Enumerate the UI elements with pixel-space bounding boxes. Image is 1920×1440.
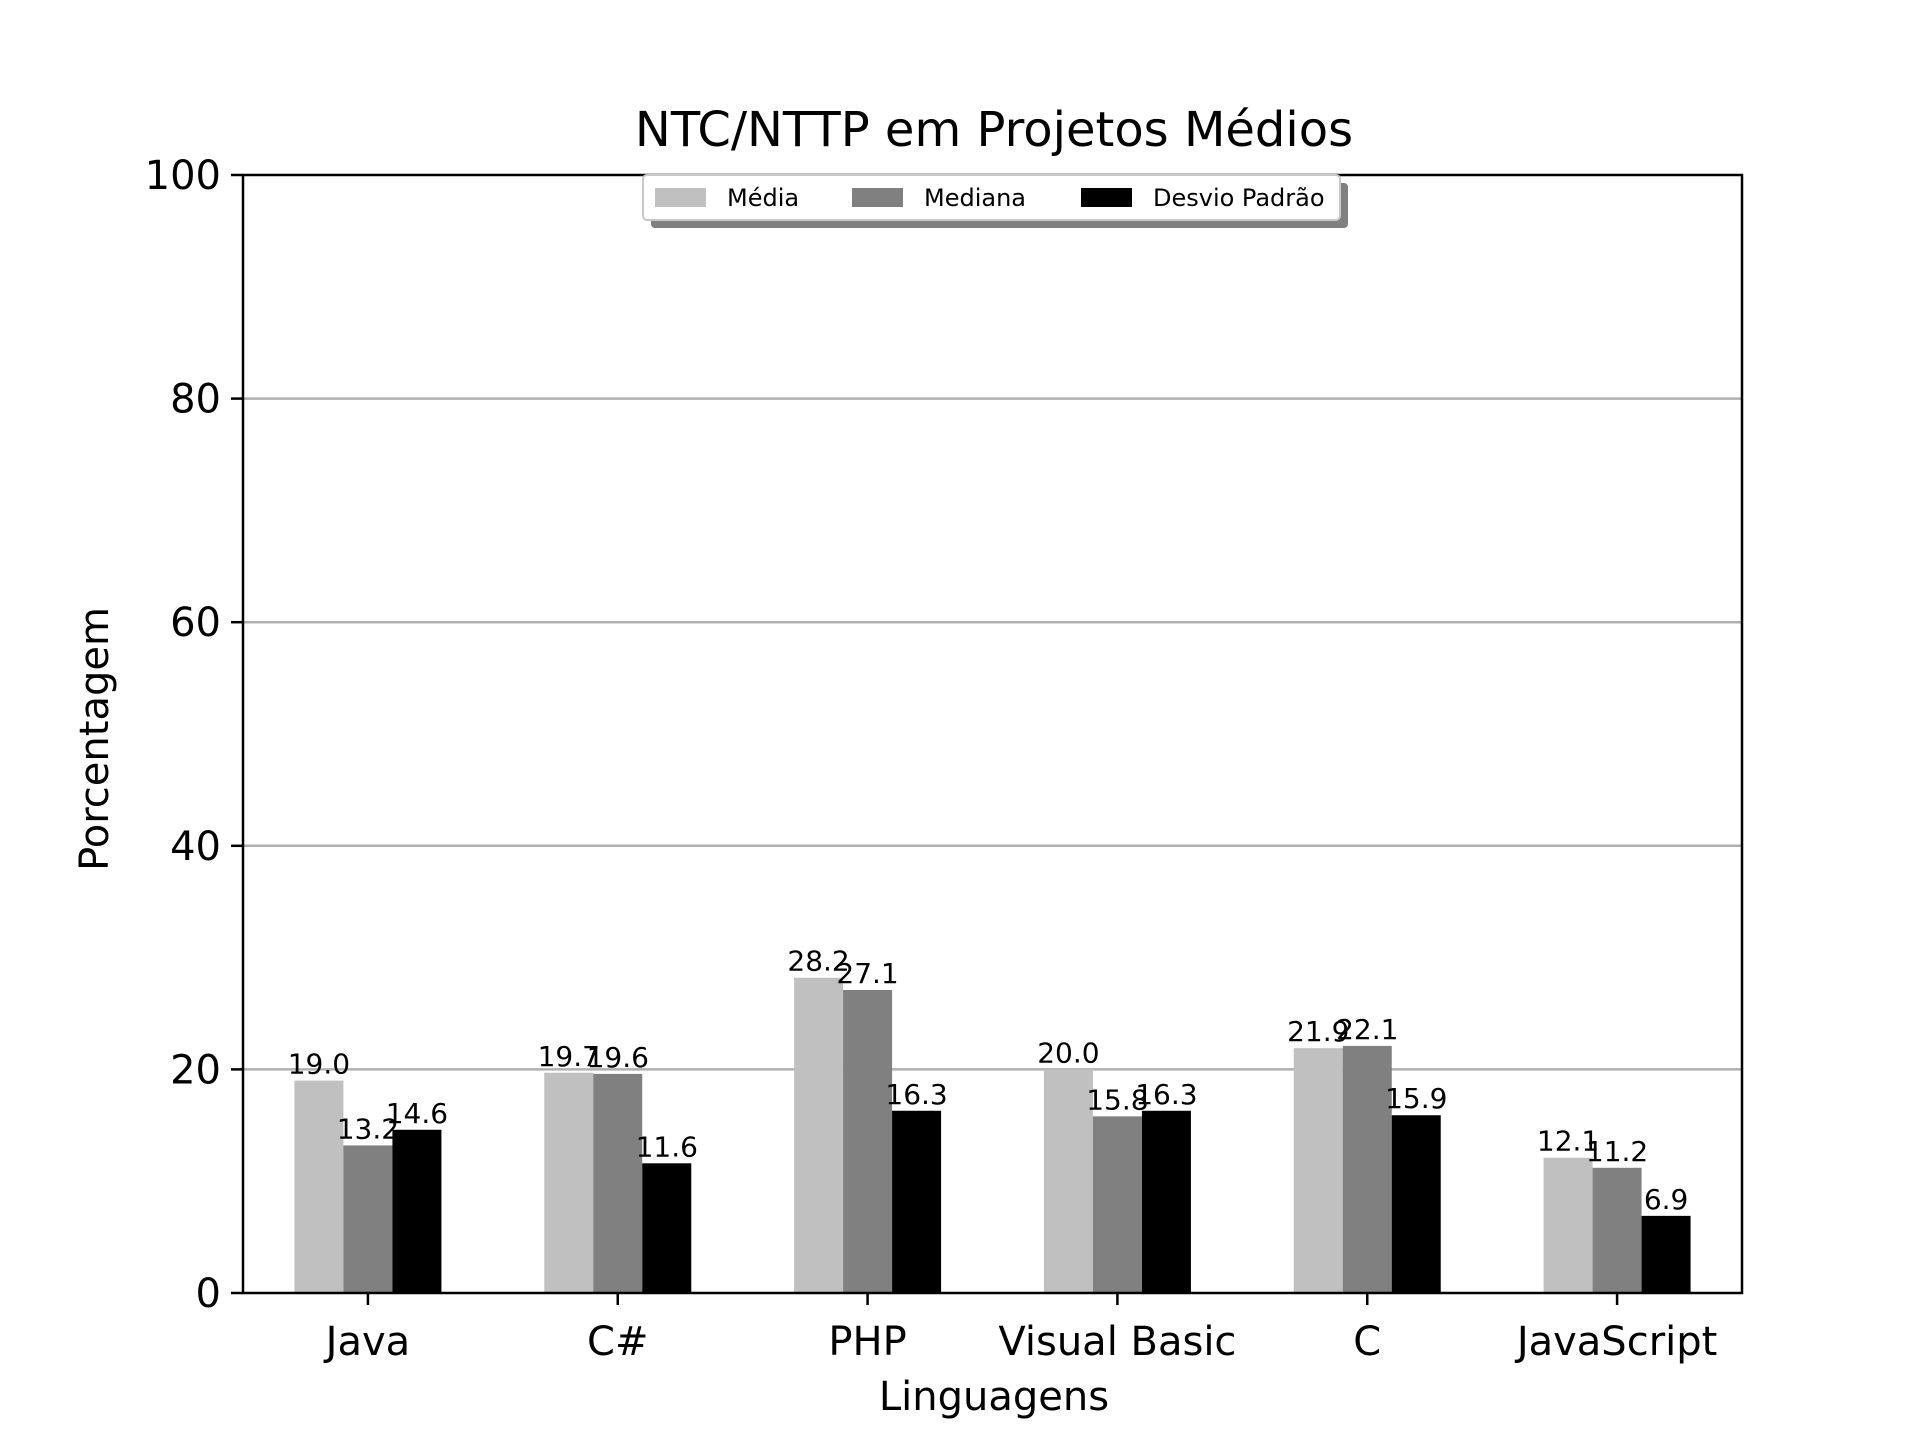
y-tick-label: 60	[170, 600, 221, 646]
bar-value-label: 16.3	[1135, 1078, 1197, 1111]
bar	[1141, 1110, 1191, 1293]
bar-value-label: 20.0	[1037, 1036, 1099, 1069]
bar-value-label: 19.6	[587, 1041, 649, 1074]
y-tick-label: 0	[196, 1271, 221, 1317]
legend-label: Média	[727, 184, 799, 212]
x-axis: Java C# PHP Visual Basic C JavaScript	[323, 1293, 1718, 1365]
bar	[1043, 1069, 1093, 1293]
bar	[392, 1129, 442, 1293]
bar	[843, 990, 893, 1293]
x-tick-label: C#	[587, 1319, 648, 1365]
value-labels: 19.0 13.214.6 19.719.6 11.6 28.227.1 16.3 20.0…	[288, 945, 1689, 1216]
legend: Média Mediana Desvio Padrão	[642, 174, 1348, 228]
bar	[1592, 1167, 1642, 1293]
bar-value-label: 27.1	[836, 957, 898, 990]
bar	[544, 1072, 594, 1293]
legend-label: Desvio Padrão	[1153, 184, 1325, 212]
legend-swatch	[655, 188, 706, 207]
y-axis: 0 20 40 60 80 100	[145, 153, 243, 1317]
x-tick-label: PHP	[828, 1319, 906, 1365]
gridlines	[243, 397, 1742, 1071]
x-tick-label: JavaScript	[1514, 1319, 1718, 1365]
legend-box	[642, 174, 1341, 221]
y-tick-label: 20	[170, 1047, 221, 1093]
bar	[343, 1145, 393, 1293]
bar-value-label: 11.6	[636, 1130, 698, 1163]
x-tick-label: Visual Basic	[998, 1319, 1236, 1365]
bar	[294, 1080, 344, 1293]
bar	[892, 1110, 942, 1293]
bar-value-label: 19.0	[288, 1048, 350, 1081]
x-tick-label: C	[1353, 1319, 1381, 1365]
bar	[1543, 1157, 1593, 1293]
bar	[1641, 1215, 1691, 1293]
bar-value-label: 22.1	[1336, 1013, 1398, 1046]
x-tick-label: Java	[323, 1319, 411, 1365]
legend-label: Mediana	[924, 184, 1026, 212]
y-axis-label: Porcentagem	[72, 607, 118, 871]
bar	[1293, 1048, 1343, 1293]
bar-value-label: 12.1	[1537, 1125, 1599, 1158]
bar-value-label: 13.2	[337, 1112, 399, 1145]
y-tick-label: 80	[170, 377, 221, 423]
bar	[1092, 1116, 1142, 1293]
y-tick-label: 40	[170, 824, 221, 870]
bar-value-label: 28.2	[787, 945, 849, 978]
bar	[593, 1073, 643, 1293]
bar	[1391, 1115, 1441, 1293]
bar-value-label: 16.3	[885, 1078, 947, 1111]
legend-swatch	[852, 188, 903, 207]
x-axis-label: Linguagens	[879, 1374, 1109, 1420]
bar	[642, 1163, 692, 1293]
chart-title: NTC/NTTP em Projetos Médios	[635, 102, 1353, 158]
bar-value-label: 6.9	[1644, 1183, 1689, 1216]
bar-value-label: 11.2	[1586, 1135, 1648, 1168]
bar	[794, 977, 844, 1293]
y-tick-label: 100	[145, 153, 221, 199]
legend-swatch	[1081, 188, 1132, 207]
bar-value-label: 19.7	[538, 1040, 600, 1073]
bar-value-label: 15.9	[1385, 1082, 1447, 1115]
bar-value-label: 21.9	[1287, 1015, 1349, 1048]
bar-value-label: 14.6	[386, 1097, 448, 1130]
bars	[294, 977, 1691, 1293]
bar	[1342, 1045, 1392, 1293]
bar-value-label: 15.8	[1086, 1083, 1148, 1116]
plot-frame	[241, 173, 1744, 1295]
